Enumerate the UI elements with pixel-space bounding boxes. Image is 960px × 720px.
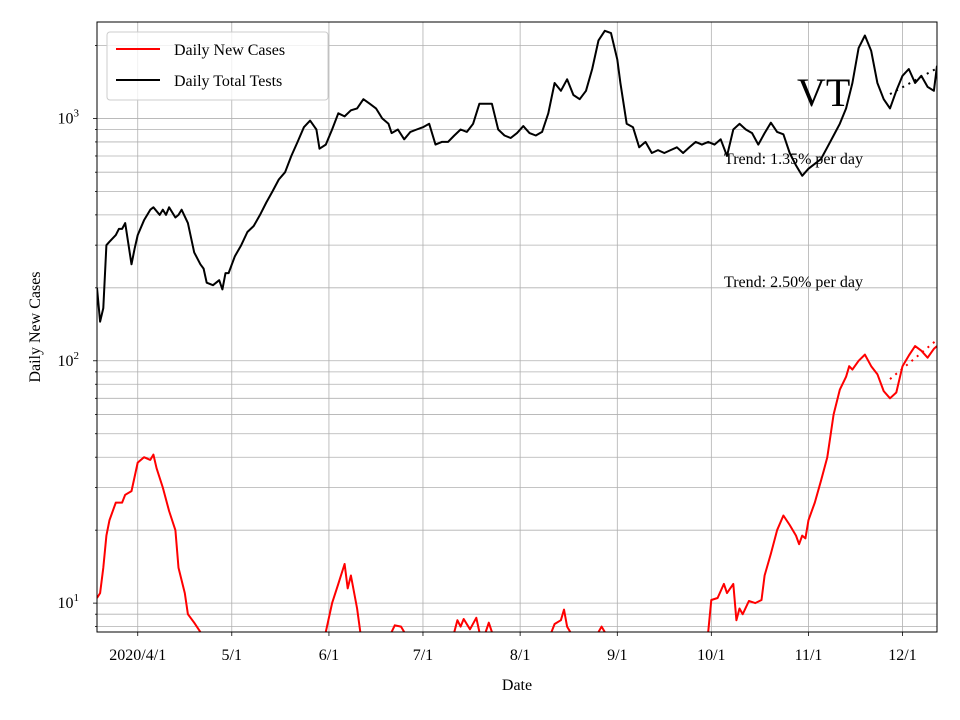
series-layer bbox=[97, 29, 937, 632]
cases-line bbox=[707, 345, 937, 632]
cases-line bbox=[484, 621, 493, 632]
state-label: VT bbox=[797, 70, 850, 115]
legend-label-cases: Daily New Cases bbox=[174, 42, 285, 59]
cases-line bbox=[324, 563, 362, 632]
tests-trend-annotation: Trend: 1.35% per day bbox=[724, 151, 863, 168]
cases-line bbox=[550, 608, 572, 632]
x-tick-label: 11/1 bbox=[795, 647, 823, 664]
legend: Daily New Cases Daily Total Tests bbox=[106, 31, 329, 101]
cases-line bbox=[453, 616, 481, 632]
ticks bbox=[93, 45, 903, 636]
x-axis-title: Date bbox=[502, 677, 532, 694]
tick-labels: 101 102 103 2020/4/1 5/1 6/1 7/1 8/1 9/1 10/1 11/1… bbox=[58, 107, 917, 664]
x-tick-label: 10/1 bbox=[697, 647, 725, 664]
x-tick-label: 12/1 bbox=[888, 647, 916, 664]
cases-line bbox=[97, 453, 202, 632]
x-tick-label: 2020/4/1 bbox=[109, 647, 166, 664]
y-tick-label: 102 bbox=[58, 350, 80, 370]
plot-frame bbox=[96, 21, 938, 633]
tests-line bbox=[97, 29, 937, 323]
y-tick-label: 103 bbox=[58, 107, 80, 127]
y-axis-title: Daily New Cases bbox=[27, 271, 44, 382]
tests-trend-line bbox=[889, 67, 937, 95]
cases-line bbox=[390, 624, 406, 632]
legend-label-tests: Daily Total Tests bbox=[174, 73, 282, 90]
legend-box bbox=[106, 31, 329, 101]
x-tick-label: 9/1 bbox=[607, 647, 627, 664]
x-tick-label: 6/1 bbox=[319, 647, 339, 664]
y-tick-label: 101 bbox=[58, 592, 80, 612]
cases-trend-annotation: Trend: 2.50% per day bbox=[724, 274, 863, 291]
cases-line bbox=[597, 625, 606, 632]
grid bbox=[97, 22, 937, 632]
x-tick-label: 8/1 bbox=[510, 647, 530, 664]
x-tick-label: 5/1 bbox=[222, 647, 242, 664]
x-tick-label: 7/1 bbox=[413, 647, 433, 664]
